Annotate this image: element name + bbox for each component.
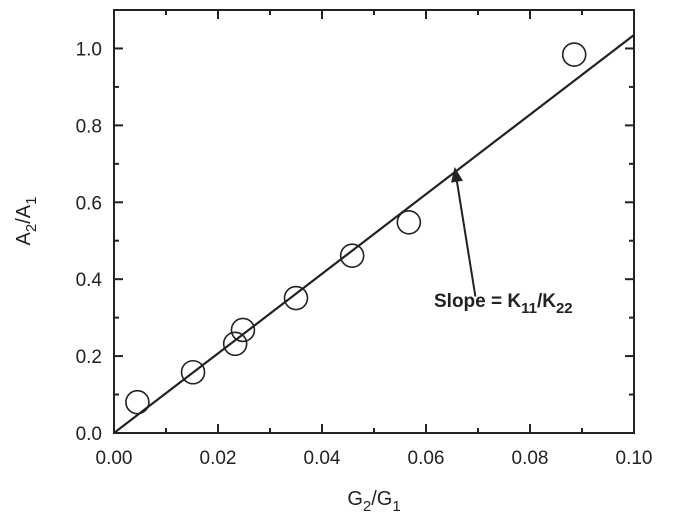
data-point [283,285,309,311]
plot-area [113,9,635,434]
x-tick-label: 0.06 [408,448,445,469]
data-points [125,42,587,415]
data-point [222,331,248,357]
x-axis-title-sep: /G [371,488,392,510]
slope-label-sub2: 22 [556,300,573,317]
x-axis-title: G2/G1 [347,488,400,515]
data-point [125,389,150,415]
y-axis-title-sub1: 2 [23,224,40,232]
x-tick-labels: 0.00 0.02 0.04 0.06 0.08 0.10 [96,448,653,469]
annotation-arrow-line [455,181,477,297]
slope-annotation: Slope = K11/K22 [434,166,573,317]
y-axis-title-sub2: 1 [23,197,40,205]
data-point [396,209,422,235]
fit-line [113,34,635,434]
y-axis-title-main: A [13,231,35,245]
annotation-arrowhead [451,166,463,183]
data-point [561,42,587,67]
y-tick-label: 0.8 [76,116,102,137]
plot-frame [113,9,635,434]
x-tick-label: 0.08 [512,448,549,469]
slope-label-sub1: 11 [521,300,537,317]
slope-label: Slope = K11/K22 [434,291,573,317]
x-tick-label: 0.04 [304,448,341,469]
slope-label-sep: /K [537,291,556,312]
y-tick-label: 0.4 [76,270,103,291]
data-point [339,243,365,269]
y-tick-label: 1.0 [76,39,102,60]
x-tick-label: 0.02 [200,448,237,469]
y-tick-label: 0.0 [76,424,102,445]
y-tick-label: 0.6 [76,193,102,214]
data-point [230,317,256,343]
y-tick-label: 0.2 [76,347,102,368]
y-tick-labels: 0.0 0.2 0.4 0.6 0.8 1.0 [76,39,103,445]
x-axis-title-main: G [347,488,363,510]
x-axis-title-sub1: 2 [363,498,371,515]
slope-label-main: Slope = K [434,291,521,312]
data-point [180,359,206,385]
y-axis-title-sep: /A [13,204,35,224]
fit-line-group [113,34,635,434]
y-axis-title: A2/A1 [13,197,40,246]
axis-ticks [113,9,635,434]
x-axis-title-sub2: 1 [392,498,400,515]
x-tick-label: 0.00 [96,448,133,469]
x-tick-label: 0.10 [616,448,653,469]
